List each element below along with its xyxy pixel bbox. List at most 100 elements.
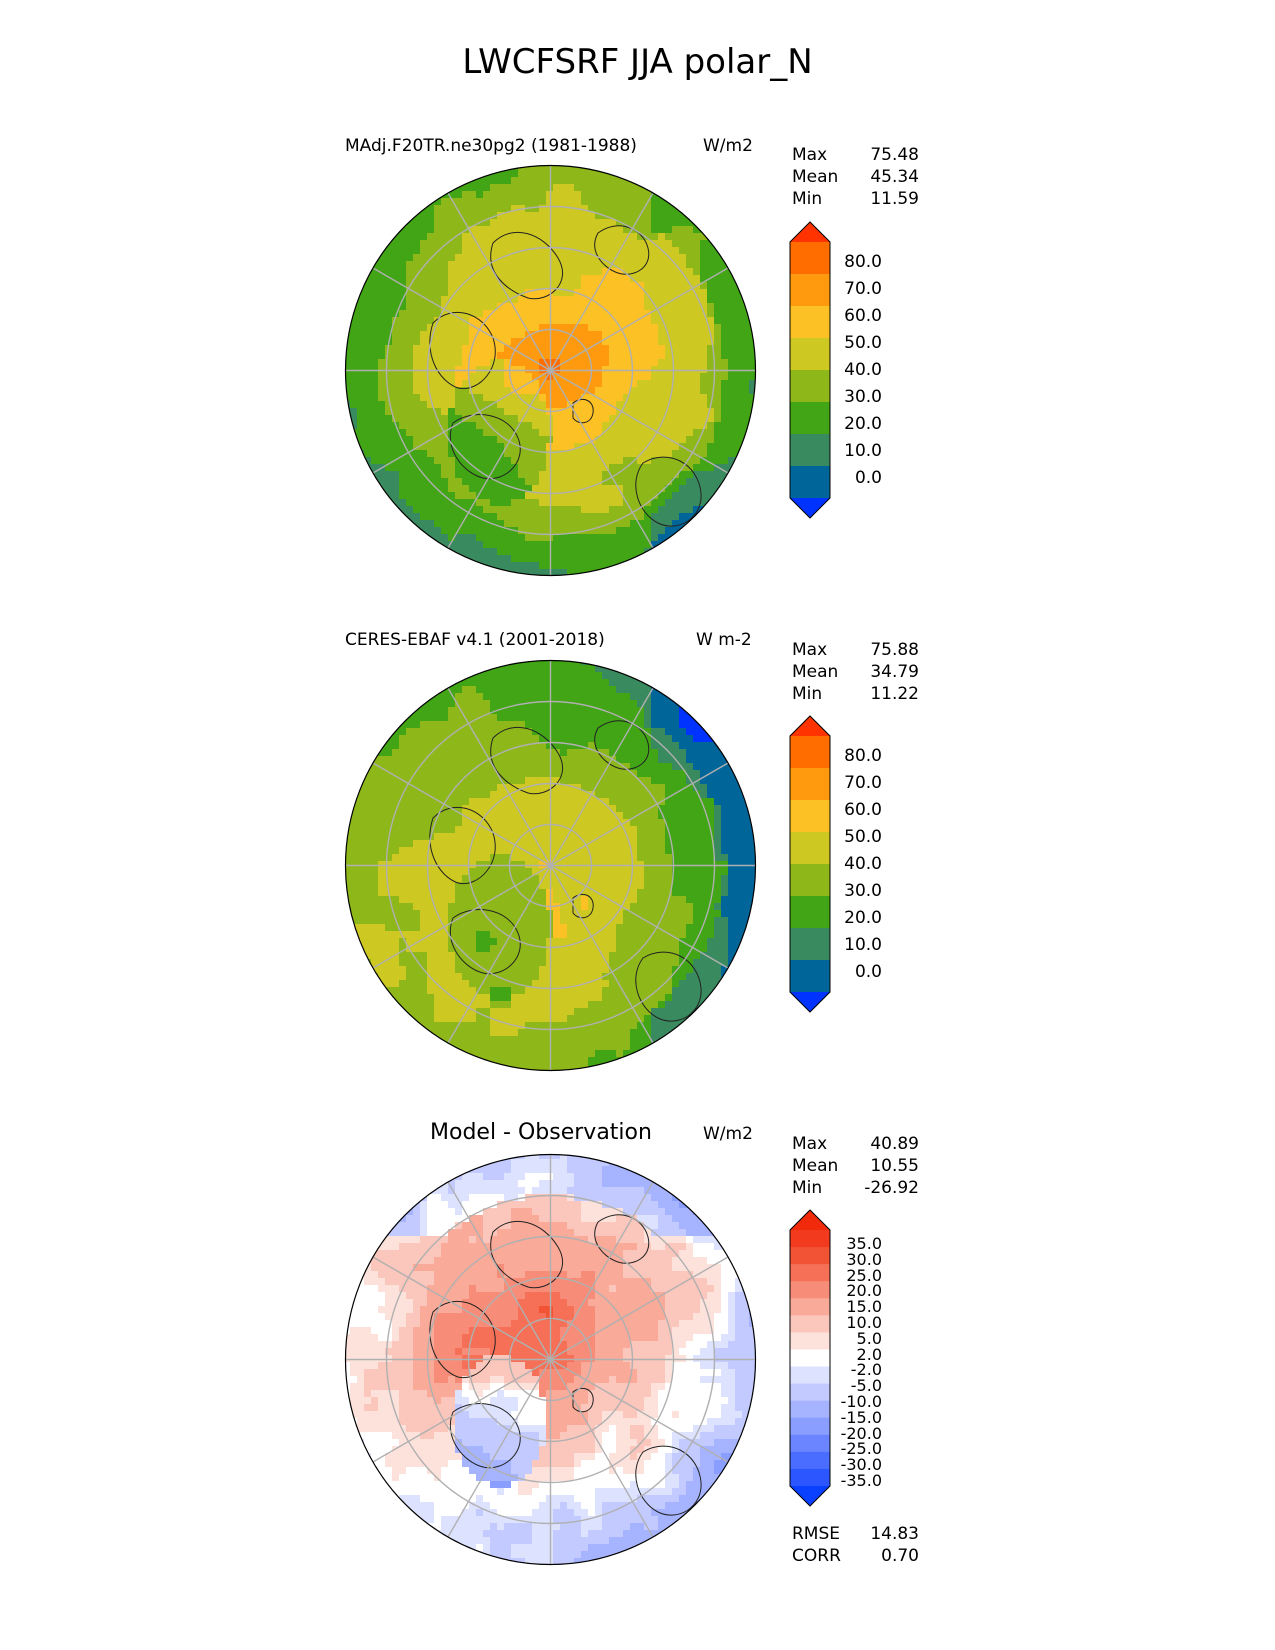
map-cell bbox=[441, 310, 449, 318]
map-cell bbox=[497, 485, 505, 493]
map-cell bbox=[434, 408, 442, 416]
map-cell bbox=[588, 826, 596, 834]
map-cell bbox=[427, 352, 435, 360]
map-cell bbox=[483, 945, 491, 953]
map-cell bbox=[567, 576, 574, 583]
map-cell bbox=[518, 464, 526, 472]
map-cell bbox=[469, 756, 477, 764]
map-cell bbox=[546, 931, 554, 939]
map-cell bbox=[560, 763, 568, 771]
map-cell bbox=[539, 464, 547, 472]
map-cell bbox=[525, 520, 533, 528]
map-cell bbox=[630, 686, 638, 694]
map-cell bbox=[644, 917, 652, 925]
map-cell bbox=[560, 770, 568, 778]
map-cell bbox=[504, 945, 512, 953]
map-cell bbox=[553, 833, 561, 841]
map-cell bbox=[539, 742, 547, 750]
map-cell bbox=[357, 812, 365, 820]
map-cell bbox=[497, 457, 505, 465]
map-cell bbox=[658, 903, 666, 911]
map-cell bbox=[679, 714, 687, 722]
map-cell bbox=[602, 345, 610, 353]
map-cell bbox=[448, 735, 456, 743]
map-cell bbox=[406, 261, 414, 269]
map-cell bbox=[532, 777, 540, 785]
map-cell bbox=[448, 721, 456, 729]
map-cell bbox=[581, 679, 589, 687]
map-cell bbox=[665, 338, 673, 346]
map-cell bbox=[630, 331, 638, 339]
map-cell bbox=[532, 436, 540, 444]
map-cell bbox=[623, 191, 631, 199]
map-cell bbox=[518, 450, 526, 458]
map-cell bbox=[350, 401, 358, 409]
map-cell bbox=[427, 324, 435, 332]
map-cell bbox=[651, 464, 659, 472]
map-cell bbox=[623, 714, 631, 722]
map-cell bbox=[560, 212, 568, 220]
map-cell bbox=[714, 240, 722, 248]
map-cell bbox=[476, 791, 484, 799]
map-cell bbox=[595, 770, 603, 778]
map-cell bbox=[490, 679, 498, 687]
map-cell bbox=[644, 324, 652, 332]
map-cell bbox=[420, 359, 428, 367]
map-cell bbox=[518, 282, 526, 290]
map-cell bbox=[427, 763, 435, 771]
map-cell bbox=[469, 415, 477, 423]
map-cell bbox=[490, 721, 498, 729]
map-cell bbox=[504, 707, 512, 715]
map-cell bbox=[721, 924, 729, 932]
map-cell bbox=[581, 338, 589, 346]
map-cell bbox=[714, 819, 722, 827]
map-cell bbox=[434, 784, 442, 792]
map-cell bbox=[504, 191, 512, 199]
map-cell bbox=[735, 345, 743, 353]
map-cell bbox=[455, 499, 463, 507]
map-cell bbox=[602, 917, 610, 925]
map-cell bbox=[707, 847, 715, 855]
map-cell bbox=[616, 485, 624, 493]
map-cell bbox=[672, 749, 680, 757]
map-cell bbox=[707, 254, 715, 262]
map-cell bbox=[609, 254, 617, 262]
map-cell bbox=[574, 917, 582, 925]
map-cell bbox=[658, 457, 666, 465]
map-cell bbox=[735, 903, 743, 911]
map-cell bbox=[385, 861, 393, 869]
map-cell bbox=[441, 833, 449, 841]
map-cell bbox=[609, 289, 617, 297]
map-cell bbox=[455, 233, 463, 241]
map-cell bbox=[693, 847, 701, 855]
map-cell bbox=[392, 303, 400, 311]
map-cell bbox=[644, 387, 652, 395]
map-cell bbox=[721, 471, 729, 479]
map-cell bbox=[616, 686, 624, 694]
map-cell bbox=[581, 833, 589, 841]
map-cell bbox=[546, 261, 554, 269]
map-cell bbox=[546, 198, 554, 206]
map-cell bbox=[602, 352, 610, 360]
map-cell bbox=[644, 784, 652, 792]
map-cell bbox=[469, 749, 477, 757]
map-cell bbox=[420, 492, 428, 500]
map-cell bbox=[672, 212, 680, 220]
map-cell bbox=[553, 310, 561, 318]
map-cell bbox=[630, 373, 638, 381]
map-cell bbox=[574, 693, 582, 701]
map-cell bbox=[371, 819, 379, 827]
map-cell bbox=[518, 191, 526, 199]
map-cell bbox=[707, 422, 715, 430]
map-cell bbox=[504, 471, 512, 479]
map-cell bbox=[665, 847, 673, 855]
map-cell bbox=[581, 289, 589, 297]
map-cell bbox=[721, 338, 729, 346]
map-cell bbox=[679, 296, 687, 304]
map-cell bbox=[637, 819, 645, 827]
map-cell bbox=[441, 254, 449, 262]
map-cell bbox=[602, 819, 610, 827]
map-cell bbox=[581, 756, 589, 764]
map-cell bbox=[623, 373, 631, 381]
map-cell bbox=[504, 247, 512, 255]
